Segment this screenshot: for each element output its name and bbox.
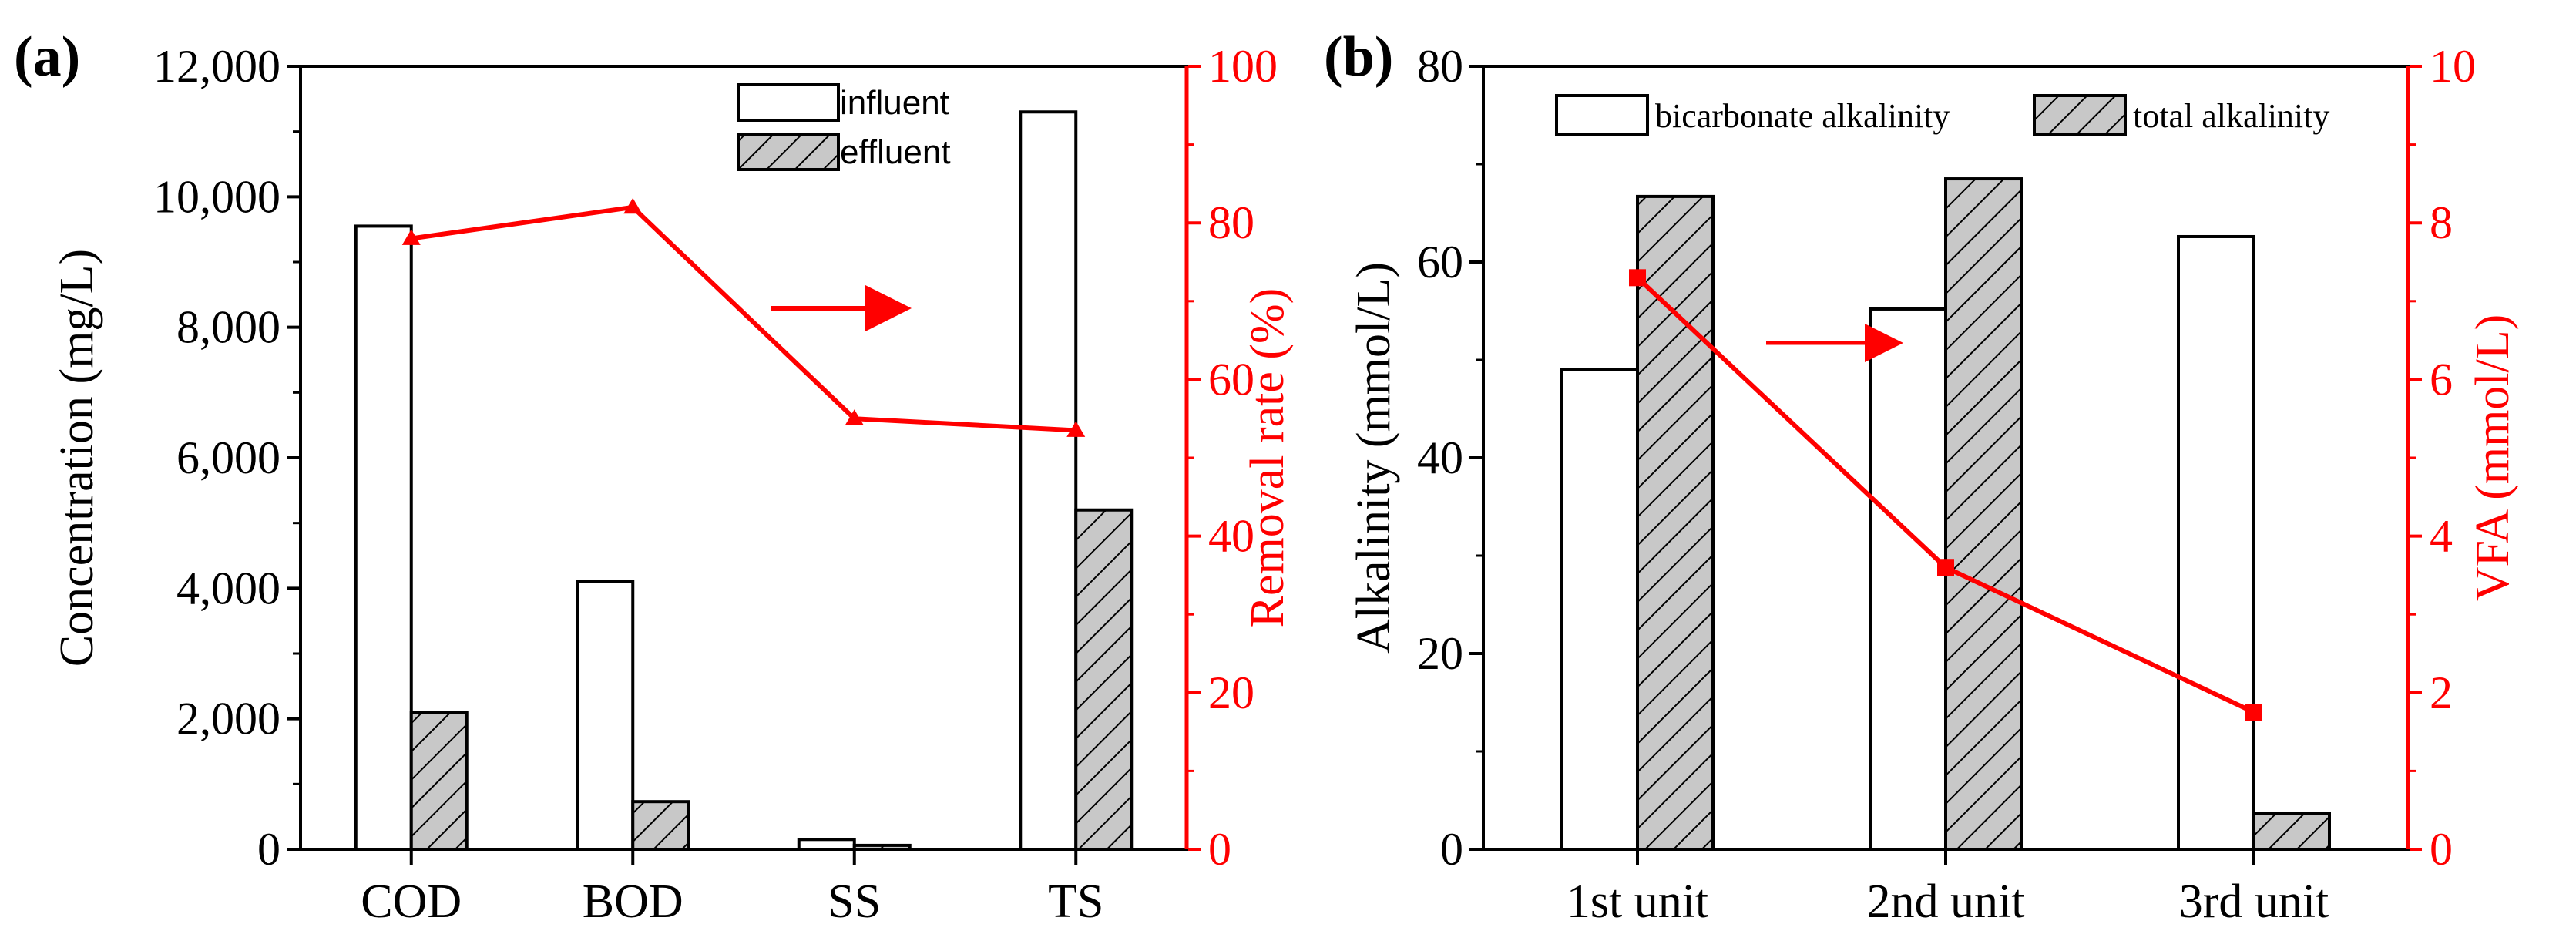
y-tick-label: 12,000 [153,41,280,92]
legend-bicarbonate-swatch [1555,94,1649,136]
bar-plain [576,580,635,851]
legend-effluent-label: effluent [840,133,951,171]
panel-b: (b) Alkalinity (mmol/L) VFA (mmol/L) 020… [1324,25,2519,928]
panel-a-bars [354,110,1134,852]
panel-a-label: (a) [14,25,80,89]
y-tick-label: 80 [1417,41,1463,92]
bar-plain [2177,234,2255,852]
y2-tick-label: 40 [1208,511,1254,562]
legend-influent-label: influent [840,84,949,122]
y-tick-label: 0 [257,824,280,875]
x-tick-label: SS [828,875,881,928]
panel-a: (a) Concentration (mg/L) Removal rate (%… [14,25,1294,928]
bar-hatched [1944,177,2023,852]
bar-plain [1560,368,1639,851]
x-tick-label: BOD [583,875,683,928]
y2-tick-label: 20 [1208,667,1254,718]
y2-tick-label: 8 [2430,197,2453,248]
y-tick-label: 6,000 [176,432,280,483]
x-tick-label: 1st unit [1567,875,1708,928]
y2-tick-label: 100 [1208,41,1278,92]
panel-b-ylabel: Alkalinity (mmol/L) [1348,262,1400,654]
x-tick-label: COD [361,875,462,928]
panel-a-removal-line [401,197,1086,437]
panel-b-vfa-line [1629,269,2262,721]
y2-tick-label: 0 [1208,824,1231,875]
panel-b-legend: bicarbonate alkalinity total alkalinity [1555,94,2329,136]
line-marker [623,197,643,214]
line-marker [845,409,864,425]
legend-effluent-swatch [737,133,840,171]
x-tick-label: 3rd unit [2179,875,2329,928]
y-tick-label: 40 [1417,432,1463,483]
y-tick-label: 4,000 [176,563,280,613]
y2-tick-label: 2 [2430,667,2453,718]
panel-b-x-axis-ticks: 1st unit 2nd unit 3rd unit [1567,849,2329,928]
bar-hatched [631,800,690,852]
panel-b-y2-axis-ticks: 0 2 4 6 8 10 [2408,41,2476,875]
bar-plain [1869,307,1947,851]
y-tick-label: 8,000 [176,302,280,353]
legend-influent-swatch [737,83,840,122]
y-tick-label: 2,000 [176,694,280,744]
x-tick-label: 2nd unit [1867,875,2025,928]
y2-tick-label: 6 [2430,354,2453,405]
panel-a-legend: influent effluent [737,83,951,171]
y2-tick-label: 10 [2430,41,2476,92]
bar-hatched [1074,508,1134,851]
y2-tick-label: 4 [2430,511,2453,562]
panel-b-bars [1560,177,2331,852]
line-marker [1066,421,1086,437]
bar-hatched [409,711,469,852]
panel-a-y2label: Removal rate (%) [1241,288,1294,628]
y2-tick-label: 60 [1208,354,1254,405]
x-tick-label: TS [1048,875,1103,928]
line-marker [2245,704,2262,721]
bar-hatched [2252,812,2331,852]
line-series [411,204,1076,433]
panel-b-y-axis-ticks: 0 20 40 60 80 [1417,41,1483,875]
panel-a-ylabel: Concentration (mg/L) [51,249,103,667]
y2-tick-label: 0 [2430,824,2453,875]
y-tick-label: 10,000 [153,171,280,222]
panel-a-y2-axis-ticks: 0 20 40 60 80 100 [1187,41,1278,875]
panel-b-label: (b) [1324,25,1393,89]
bar-plain [354,224,413,851]
y-tick-label: 20 [1417,628,1463,679]
panel-a-x-axis-ticks: COD BOD SS TS [361,849,1103,928]
legend-bicarbonate-label: bicarbonate alkalinity [1655,97,1950,135]
panel-b-y2label: VFA (mmol/L) [2467,314,2519,602]
bar-hatched [1636,194,1715,852]
y2-tick-label: 80 [1208,197,1254,248]
legend-total-swatch [2033,94,2127,136]
bar-plain [1019,110,1078,851]
y-tick-label: 0 [1440,824,1463,875]
line-marker [1629,269,1646,287]
y-tick-label: 60 [1417,237,1463,287]
legend-total-label: total alkalinity [2133,97,2329,135]
panel-a-y-axis-ticks: 0 2,000 4,000 6,000 8,000 10,000 12,000 [153,41,301,875]
line-marker [401,229,421,245]
line-marker [1937,559,1954,576]
